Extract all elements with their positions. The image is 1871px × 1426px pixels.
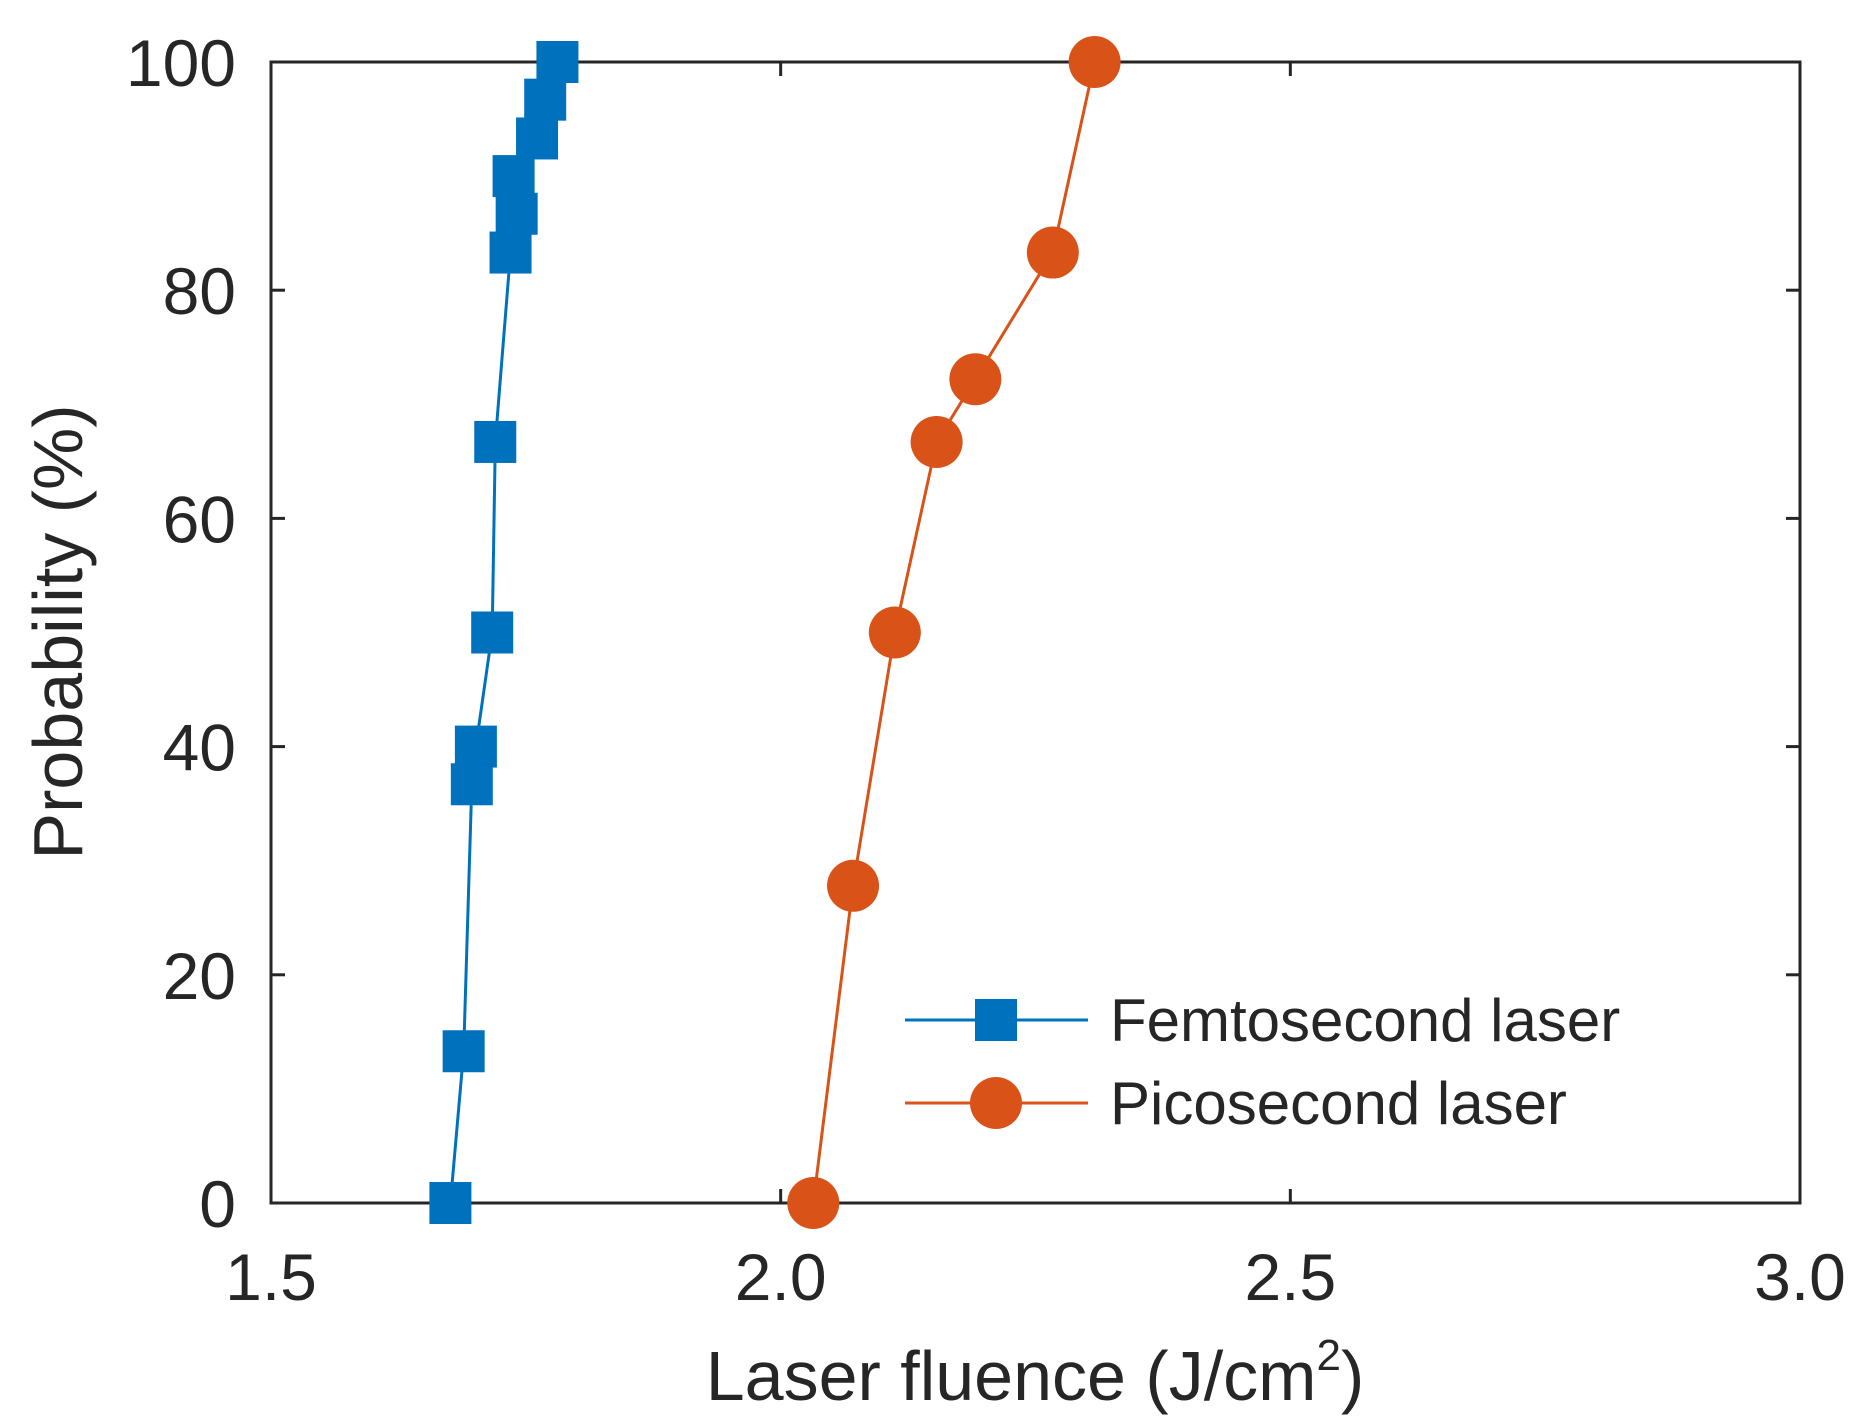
data-point-femtosecond (524, 78, 567, 121)
series-layer (429, 36, 1121, 1229)
y-tick-label: 0 (199, 1167, 236, 1241)
data-point-femtosecond (442, 1030, 485, 1073)
data-point-femtosecond (492, 155, 535, 198)
data-point-femtosecond (495, 192, 538, 235)
y-tick-label: 80 (163, 254, 236, 328)
legend-marker-picosecond (970, 1077, 1022, 1129)
x-tick-label: 2.5 (1244, 1240, 1336, 1314)
data-point-picosecond (910, 415, 963, 468)
axis-ticks (269, 60, 1802, 1205)
data-point-femtosecond (489, 231, 532, 274)
data-point-picosecond (868, 606, 921, 659)
legend: Femtosecond laser Picosecond laser (892, 964, 1780, 1184)
data-point-femtosecond (429, 1182, 472, 1224)
y-tick-labels: 0 20 40 60 80 100 (126, 26, 236, 1241)
x-tick-label: 3.0 (1754, 1240, 1846, 1314)
y-tick-label: 40 (163, 711, 236, 785)
data-point-femtosecond (516, 117, 559, 160)
data-point-femtosecond (454, 725, 497, 768)
data-point-picosecond (1026, 226, 1079, 279)
y-tick-label: 60 (163, 482, 236, 556)
data-point-femtosecond (536, 41, 579, 83)
data-point-picosecond (1068, 36, 1121, 88)
legend-label-picosecond: Picosecond laser (1110, 1070, 1567, 1137)
y-tick-label: 20 (163, 939, 236, 1013)
x-tick-label: 1.5 (225, 1240, 317, 1314)
plot-frame (269, 60, 1802, 1205)
series-picosecond (787, 36, 1121, 1229)
data-point-picosecond (827, 859, 880, 912)
data-point-femtosecond (474, 420, 517, 463)
y-tick-label: 100 (126, 26, 236, 100)
data-point-picosecond (949, 353, 1002, 406)
data-point-femtosecond (471, 611, 514, 654)
series-femtosecond (429, 41, 579, 1224)
data-point-femtosecond (450, 763, 493, 806)
legend-marker-femtosecond (975, 999, 1017, 1041)
legend-box (892, 964, 1780, 1184)
x-axis-label: Laser fluence (J/cm2) (706, 1331, 1365, 1415)
x-tick-label: 2.0 (735, 1240, 827, 1314)
y-axis-label: Probability (%) (19, 404, 97, 859)
x-tick-labels: 1.5 2.0 2.5 3.0 (225, 1240, 1846, 1314)
legend-label-femtosecond: Femtosecond laser (1110, 987, 1620, 1054)
data-point-picosecond (787, 1177, 840, 1229)
